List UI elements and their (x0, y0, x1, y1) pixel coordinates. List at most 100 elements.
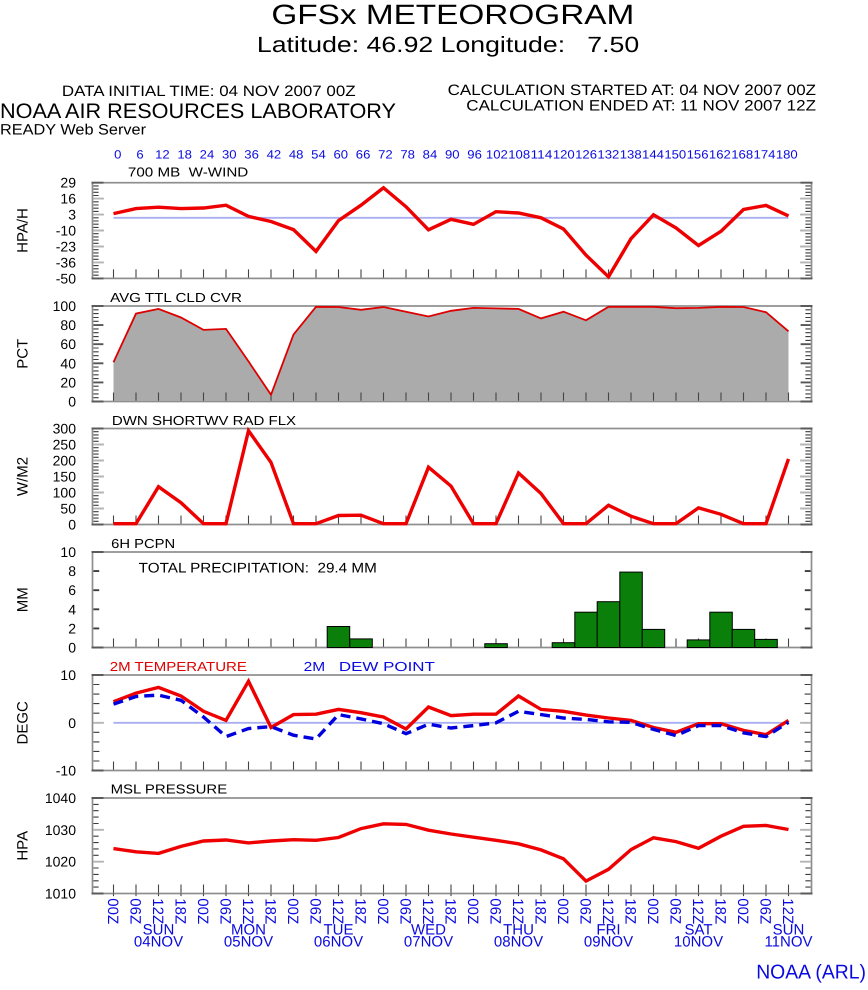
svg-text:150: 150 (664, 148, 686, 162)
svg-text:12Z: 12Z (779, 898, 796, 924)
svg-text:132: 132 (597, 148, 619, 162)
svg-text:10NOV: 10NOV (674, 934, 723, 951)
svg-text:GFSx METEOROGRAM: GFSx METEOROGRAM (271, 0, 634, 30)
svg-text:20: 20 (60, 374, 76, 390)
svg-text:2M: 2M (304, 659, 326, 674)
svg-text:09NOV: 09NOV (584, 934, 633, 951)
svg-text:12Z: 12Z (599, 898, 616, 924)
svg-text:TOTAL PRECIPITATION: 29.4 MM: TOTAL PRECIPITATION: 29.4 MM (139, 559, 377, 575)
svg-text:42: 42 (267, 148, 282, 162)
svg-text:READY Web Server: READY Web Server (0, 122, 146, 139)
svg-text:126: 126 (575, 148, 597, 162)
svg-text:06Z: 06Z (757, 898, 774, 924)
svg-text:MSL PRESSURE: MSL PRESSURE (111, 782, 228, 797)
svg-text:DEW POINT: DEW POINT (339, 659, 435, 674)
svg-text:54: 54 (311, 148, 326, 162)
svg-text:60: 60 (60, 336, 76, 352)
svg-text:2M TEMPERATURE: 2M TEMPERATURE (110, 659, 247, 674)
svg-text:8: 8 (68, 563, 76, 579)
svg-text:NOAA AIR RESOURCES LABORATORY: NOAA AIR RESOURCES LABORATORY (0, 100, 396, 123)
svg-text:00Z: 00Z (734, 898, 751, 924)
svg-text:138: 138 (620, 148, 642, 162)
svg-text:174: 174 (754, 148, 776, 162)
svg-text:102: 102 (486, 148, 508, 162)
svg-text:HPA/H: HPA/H (15, 208, 32, 253)
svg-text:18Z: 18Z (532, 898, 549, 924)
svg-text:18Z: 18Z (172, 898, 189, 924)
svg-text:06Z: 06Z (577, 898, 594, 924)
svg-text:00Z: 00Z (284, 898, 301, 924)
svg-text:78: 78 (400, 148, 415, 162)
svg-text:06Z: 06Z (217, 898, 234, 924)
svg-text:HPA: HPA (15, 831, 32, 861)
svg-text:AVG TTL CLD CVR: AVG TTL CLD CVR (110, 290, 242, 305)
svg-text:MON: MON (231, 922, 266, 939)
svg-text:07NOV: 07NOV (404, 934, 453, 951)
svg-text:16: 16 (60, 191, 76, 207)
svg-text:04NOV: 04NOV (134, 934, 183, 951)
svg-text:1010: 1010 (45, 886, 76, 902)
svg-text:12: 12 (155, 148, 170, 162)
svg-text:150: 150 (53, 469, 77, 485)
svg-text:06Z: 06Z (127, 898, 144, 924)
svg-text:THU: THU (503, 922, 534, 939)
svg-text:6: 6 (68, 582, 76, 598)
svg-text:11NOV: 11NOV (764, 934, 812, 951)
svg-text:-10: -10 (56, 763, 76, 779)
svg-text:700 MB W-WIND: 700 MB W-WIND (128, 164, 248, 179)
svg-text:80: 80 (60, 317, 76, 333)
svg-text:60: 60 (334, 148, 349, 162)
svg-text:00Z: 00Z (554, 898, 571, 924)
svg-text:TUE: TUE (324, 922, 354, 939)
svg-text:300: 300 (53, 421, 77, 437)
svg-text:06Z: 06Z (487, 898, 504, 924)
svg-text:-10: -10 (56, 223, 76, 239)
svg-text:168: 168 (731, 148, 753, 162)
svg-text:DWN SHORTWV RAD FLX: DWN SHORTWV RAD FLX (112, 413, 297, 428)
svg-text:18Z: 18Z (712, 898, 729, 924)
svg-text:06Z: 06Z (307, 898, 324, 924)
svg-text:08NOV: 08NOV (494, 934, 543, 951)
svg-text:10: 10 (60, 667, 76, 683)
svg-text:10: 10 (60, 544, 76, 560)
svg-text:6: 6 (136, 148, 144, 162)
svg-text:30: 30 (222, 148, 237, 162)
svg-text:NOAA (ARL): NOAA (ARL) (756, 962, 866, 984)
svg-text:DATA INITIAL TIME: 04 NOV 2007: DATA INITIAL TIME: 04 NOV 2007 00Z (62, 83, 356, 100)
svg-text:12Z: 12Z (329, 898, 346, 924)
svg-text:200: 200 (53, 453, 77, 469)
svg-text:0: 0 (68, 715, 76, 731)
svg-text:3: 3 (68, 207, 76, 223)
svg-text:66: 66 (356, 148, 371, 162)
svg-text:18Z: 18Z (442, 898, 459, 924)
svg-text:1030: 1030 (45, 822, 76, 838)
svg-text:29: 29 (60, 175, 76, 191)
svg-text:144: 144 (642, 148, 664, 162)
svg-text:SUN: SUN (773, 922, 805, 939)
svg-text:0: 0 (68, 517, 76, 533)
svg-text:18Z: 18Z (352, 898, 369, 924)
svg-text:-23: -23 (56, 239, 76, 255)
svg-text:00Z: 00Z (464, 898, 481, 924)
svg-text:100: 100 (53, 298, 77, 314)
svg-text:06NOV: 06NOV (314, 934, 363, 951)
svg-text:05NOV: 05NOV (224, 934, 273, 951)
svg-text:84: 84 (423, 148, 438, 162)
svg-text:72: 72 (378, 148, 393, 162)
svg-text:W/M2: W/M2 (15, 457, 32, 496)
svg-text:24: 24 (200, 148, 215, 162)
svg-text:FRI: FRI (596, 922, 620, 939)
svg-text:MM: MM (15, 587, 32, 612)
svg-text:6H PCPN: 6H PCPN (111, 536, 175, 551)
svg-text:114: 114 (531, 148, 553, 162)
svg-text:0: 0 (114, 148, 122, 162)
svg-text:00Z: 00Z (194, 898, 211, 924)
svg-text:162: 162 (709, 148, 731, 162)
svg-text:2: 2 (68, 620, 76, 636)
svg-text:CALCULATION STARTED AT: 04 NOV: CALCULATION STARTED AT: 04 NOV 2007 00Z (448, 82, 816, 99)
svg-text:108: 108 (508, 148, 530, 162)
svg-text:PCT: PCT (15, 339, 32, 369)
svg-text:00Z: 00Z (104, 898, 121, 924)
svg-text:100: 100 (53, 485, 77, 501)
svg-text:Latitude: 46.92 Longitude: 7: Latitude: 46.92 Longitude: 7.50 (257, 32, 639, 57)
